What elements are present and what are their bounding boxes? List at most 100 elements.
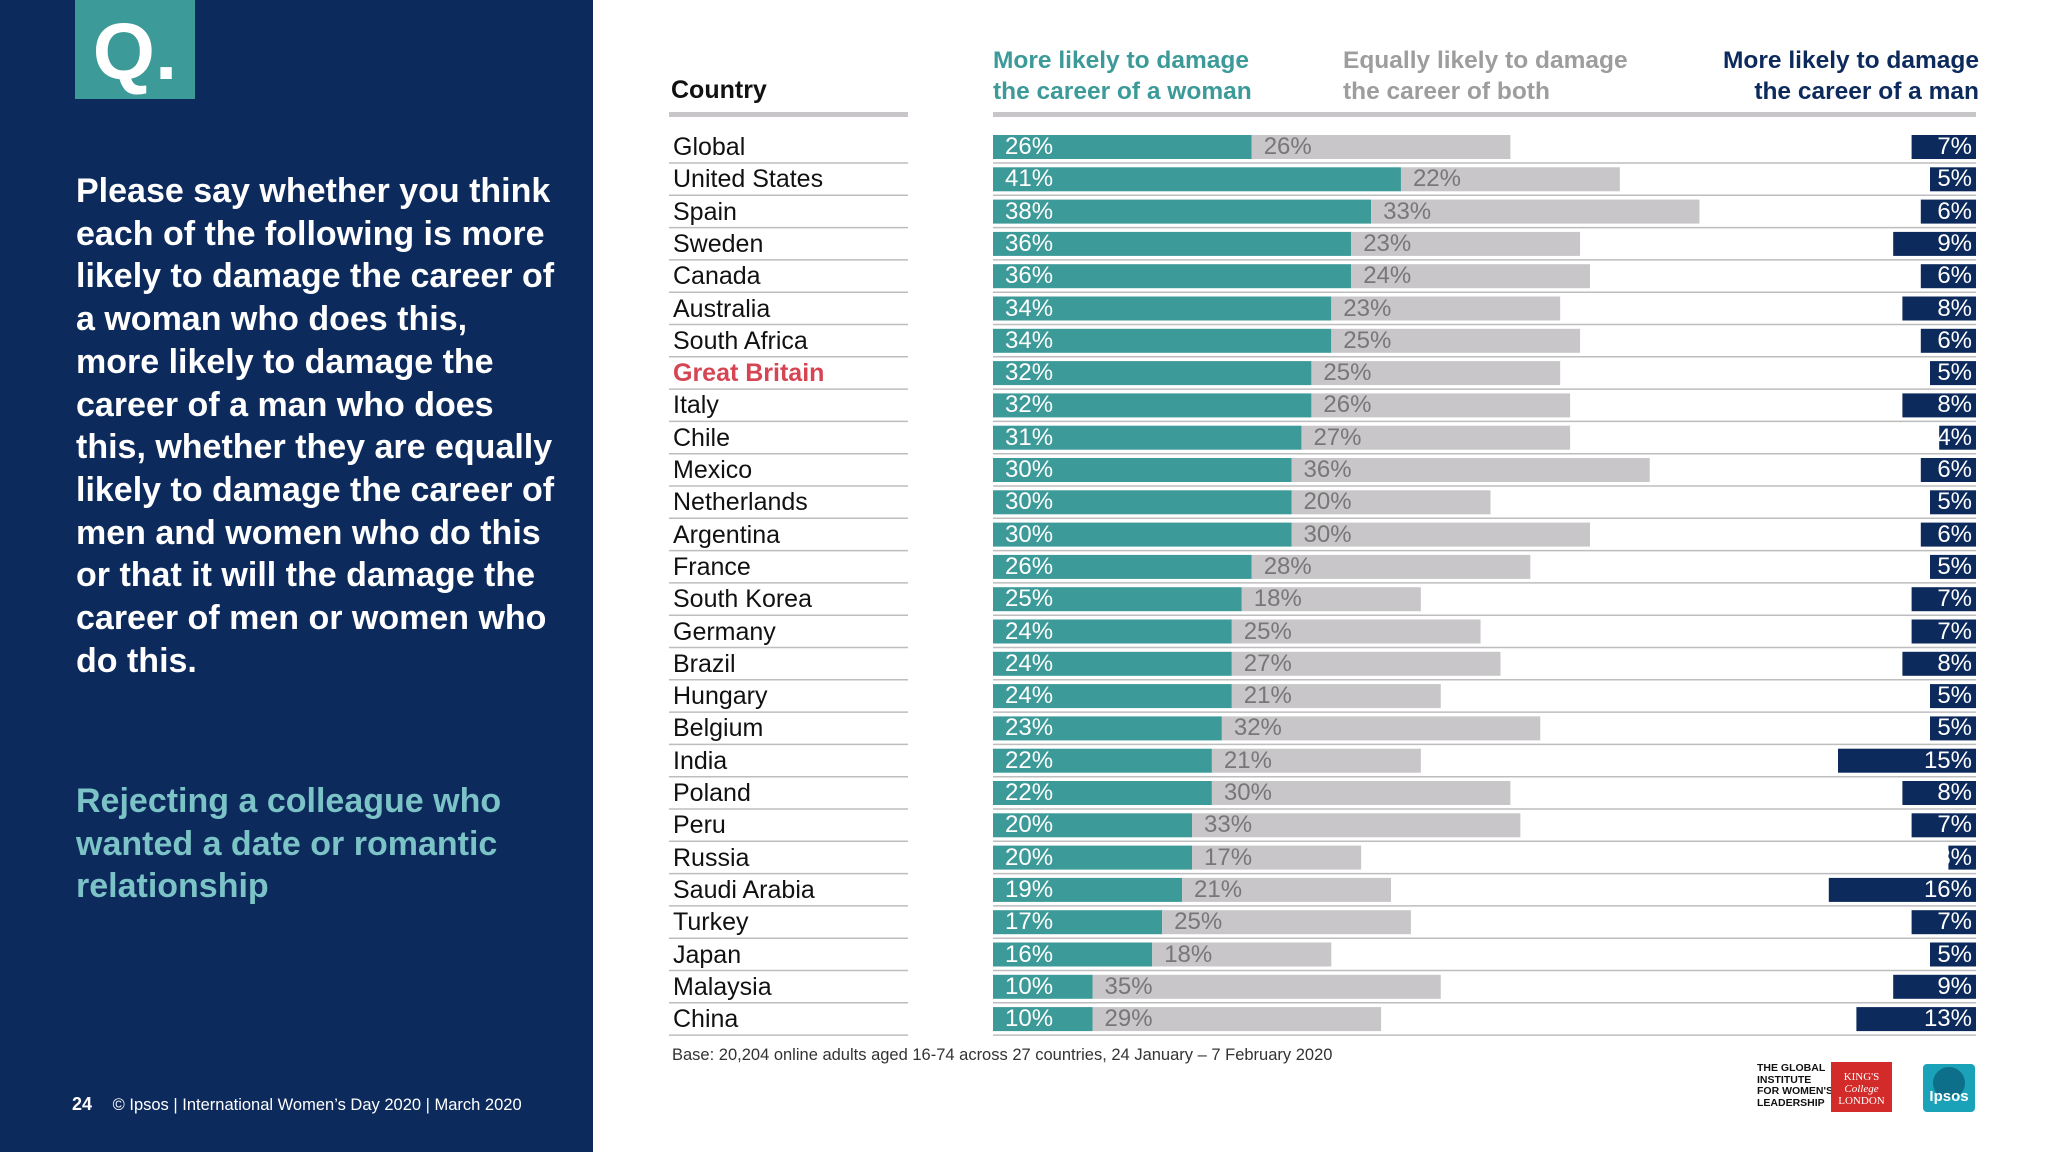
value-label-man: 8% — [1937, 391, 1972, 419]
bar-both — [1291, 458, 1650, 482]
country-label: Saudi Arabia — [673, 875, 815, 904]
bar-woman — [993, 1007, 1093, 1032]
bar-man — [1893, 974, 1976, 999]
value-label-man: 7% — [1937, 133, 1972, 160]
value-label-man: 16% — [1923, 875, 1972, 903]
legend-man-line1: More likely to damage — [1723, 47, 1979, 74]
value-label-both: 23% — [1363, 229, 1412, 257]
bar-both — [1251, 554, 1531, 579]
value-label-woman: 30% — [1005, 456, 1054, 483]
country-label: Italy — [673, 391, 719, 420]
value-label-man: 6% — [1937, 197, 1972, 225]
bar-woman — [993, 554, 1252, 579]
value-label-both: 23% — [1343, 294, 1392, 322]
bar-woman — [993, 199, 1372, 224]
value-label-woman: 23% — [1005, 714, 1054, 742]
value-label-man: 5% — [1937, 714, 1972, 742]
legend-man-line2: the career of a man — [1754, 78, 1979, 105]
country-label: Spain — [673, 197, 737, 226]
country-label: Hungary — [673, 682, 768, 711]
value-label-man: 6% — [1937, 326, 1972, 354]
country-label: Netherlands — [673, 488, 808, 517]
value-label-both: 28% — [1263, 552, 1312, 580]
country-label: Canada — [673, 262, 761, 291]
bar-both — [1092, 974, 1441, 999]
bar-man — [1930, 942, 1976, 967]
giwl-logo-line: INSTITUTE — [1757, 1073, 1812, 1086]
value-label-both: 26% — [1263, 133, 1312, 160]
bar-man — [1893, 231, 1976, 256]
bar-man — [1911, 135, 1976, 159]
bar-both — [1092, 1007, 1382, 1032]
bar-man — [1902, 651, 1976, 676]
bar-woman — [993, 490, 1292, 515]
value-label-both: 22% — [1412, 165, 1461, 193]
value-label-woman: 30% — [1005, 520, 1054, 548]
value-label-man: 5% — [1937, 682, 1972, 710]
bar-man — [1939, 425, 1976, 450]
bar-both — [1371, 199, 1700, 224]
value-label-woman: 19% — [1005, 875, 1054, 903]
ipsos-logo-text: Ipsos — [1929, 1088, 1969, 1105]
bar-man — [1930, 716, 1976, 741]
value-label-woman: 34% — [1005, 294, 1054, 322]
bar-woman — [993, 716, 1222, 741]
value-label-woman: 25% — [1005, 585, 1054, 613]
header-rule-bars — [993, 112, 1976, 117]
bar-both — [1231, 684, 1441, 709]
country-label: Mexico — [673, 456, 753, 484]
value-label-both: 29% — [1104, 1005, 1153, 1033]
bar-both — [1182, 877, 1391, 902]
bar-woman — [993, 684, 1232, 709]
value-label-both: 36% — [1303, 456, 1352, 483]
bar-man — [1856, 1007, 1976, 1032]
value-label-man: 6% — [1937, 262, 1972, 290]
country-label: Great Britain — [673, 359, 825, 388]
bar-both — [1291, 490, 1491, 515]
value-label-man: 6% — [1937, 520, 1972, 548]
value-label-both: 21% — [1243, 682, 1292, 710]
bar-man — [1930, 361, 1976, 386]
value-label-both: 32% — [1233, 714, 1282, 742]
bar-both — [1221, 716, 1541, 741]
bar-both — [1311, 361, 1561, 386]
value-label-man: 8% — [1937, 294, 1972, 322]
bar-both — [1152, 942, 1332, 967]
bar-both — [1241, 587, 1421, 612]
bar-man — [1930, 490, 1976, 515]
value-label-woman: 24% — [1005, 682, 1054, 710]
bar-both — [1301, 425, 1571, 450]
bar-both — [1291, 522, 1590, 547]
giwl-logo: THE GLOBAL INSTITUTE FOR WOMEN'S LEADERS… — [1757, 1062, 1833, 1109]
bar-woman — [993, 748, 1212, 773]
bar-woman — [993, 813, 1192, 838]
bar-woman — [993, 619, 1232, 644]
kings-college-logo: KING'S College LONDON — [1831, 1062, 1892, 1112]
value-label-both: 30% — [1223, 779, 1272, 806]
bar-woman — [993, 781, 1212, 805]
value-label-both: 26% — [1323, 391, 1372, 419]
page-number: 24 — [72, 1094, 93, 1114]
value-label-both: 27% — [1243, 649, 1292, 677]
base-note: Base: 20,204 online adults aged 16-74 ac… — [672, 1046, 1333, 1064]
legend-both-line1: Equally likely to damage — [1343, 47, 1628, 74]
country-label: India — [673, 746, 728, 775]
country-label: Malaysia — [673, 972, 772, 1001]
value-label-woman: 34% — [1005, 326, 1054, 354]
value-label-man: 7% — [1937, 908, 1972, 936]
bar-both — [1351, 264, 1590, 289]
bar-man — [1920, 458, 1976, 482]
value-label-woman: 30% — [1005, 488, 1054, 516]
country-label: Sweden — [673, 229, 764, 258]
legend-man-header: More likely to damage the career of a ma… — [1723, 45, 1979, 107]
value-label-man: 15% — [1923, 746, 1972, 774]
value-label-woman: 36% — [1005, 229, 1054, 257]
legend-both-header: Equally likely to damage the career of b… — [1343, 45, 1628, 107]
country-label: Australia — [673, 294, 771, 323]
country-label: Germany — [673, 617, 776, 646]
value-label-man: 5% — [1937, 488, 1972, 516]
country-label: United States — [673, 165, 824, 194]
country-label: Japan — [673, 940, 742, 969]
footer: 24 © Ipsos | International Women’s Day 2… — [72, 1094, 522, 1115]
country-label: Belgium — [673, 714, 764, 743]
